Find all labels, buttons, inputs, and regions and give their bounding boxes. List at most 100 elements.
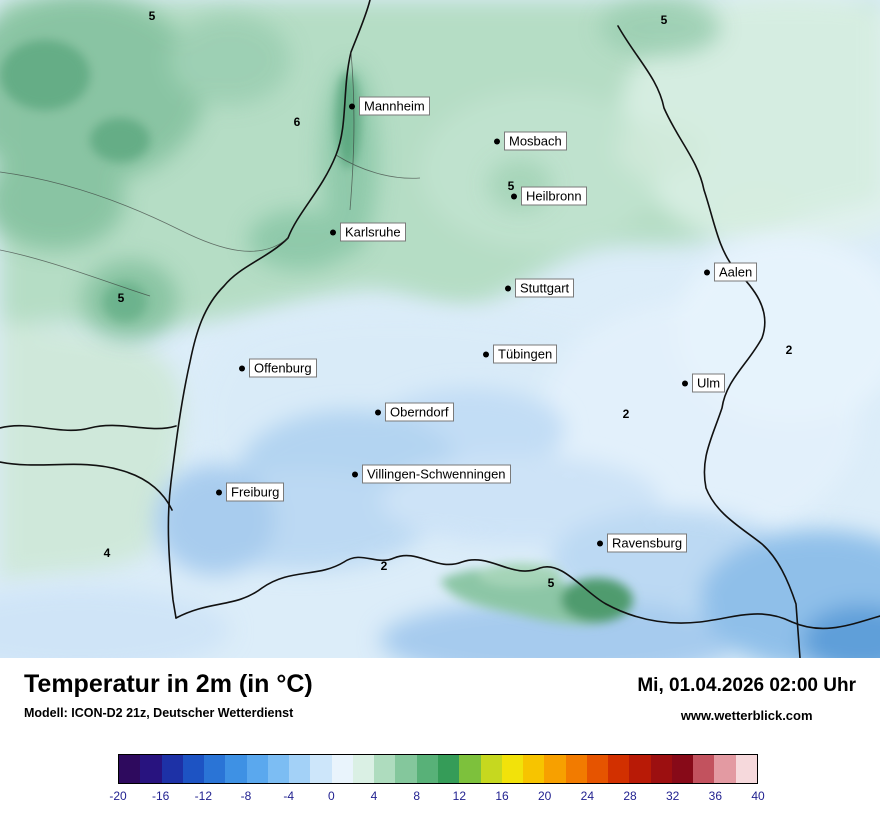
legend-color-segment — [501, 755, 524, 783]
legend-tick-label: 16 — [495, 789, 509, 803]
city-marker-ulm: Ulm — [682, 373, 726, 393]
legend-color-segment — [161, 755, 183, 783]
city-dot-icon — [216, 489, 222, 495]
legend-color-segment — [671, 755, 694, 783]
legend-color-segment — [586, 755, 609, 783]
map-temperature-value: 2 — [785, 343, 793, 357]
legend-tick-label: -16 — [151, 789, 170, 803]
legend-tick-label: -4 — [283, 789, 294, 803]
map-temperature-value: 5 — [660, 13, 668, 27]
city-marker-t-bingen: Tübingen — [483, 344, 558, 364]
legend-color-segment — [693, 755, 715, 783]
map-temperature-value: 2 — [622, 407, 630, 421]
legend-color-segment — [182, 755, 205, 783]
legend-tick-label: 12 — [452, 789, 467, 803]
legend-color-segment — [119, 755, 141, 783]
city-label: Aalen — [714, 262, 758, 282]
temperature-field-graphic — [0, 0, 880, 658]
legend-color-segment — [735, 755, 757, 783]
city-marker-karlsruhe: Karlsruhe — [330, 222, 406, 242]
legend-color-segment — [650, 755, 672, 783]
temperature-legend: -20 -16 -12 -8 -4 0 4 8 12 16 20 24 28 32 36 40 — [109, 754, 765, 805]
city-layer: Mannheim Mosbach Heilbronn Karlsruhe Stuttga… — [216, 96, 758, 553]
city-label: Ravensburg — [607, 533, 688, 553]
city-marker-aalen: Aalen — [704, 262, 758, 282]
legend-color-segment — [608, 755, 630, 783]
city-dot-icon — [597, 540, 603, 546]
legend-color-segment — [140, 755, 162, 783]
city-marker-offenburg: Offenburg — [239, 358, 317, 378]
city-dot-icon — [483, 351, 489, 357]
legend-color-segment — [246, 755, 268, 783]
city-label: Mosbach — [504, 131, 567, 151]
map-temperature-value: 5 — [117, 291, 125, 305]
map-temperature-value: 5 — [547, 576, 555, 590]
legend-tick-label: -8 — [240, 789, 252, 803]
city-label: Villingen-Schwenningen — [362, 464, 511, 484]
legend-color-segment — [395, 755, 417, 783]
city-label: Heilbronn — [521, 186, 587, 206]
legend-color-segment — [480, 755, 502, 783]
city-label: Oberndorf — [385, 402, 454, 422]
legend-color-segment — [374, 755, 396, 783]
legend-tick-label: 4 — [370, 789, 378, 803]
legend-color-segment — [459, 755, 481, 783]
legend-color-segment — [204, 755, 226, 783]
model-info: Modell: ICON-D2 21z, Deutscher Wetterdie… — [24, 706, 294, 720]
legend-color-segment — [629, 755, 651, 783]
legend-tick-label: 24 — [580, 789, 595, 803]
legend-color-segment — [544, 755, 566, 783]
city-label: Offenburg — [249, 358, 317, 378]
city-dot-icon — [505, 285, 511, 291]
city-marker-mannheim: Mannheim — [349, 96, 430, 116]
legend-color-segment — [523, 755, 545, 783]
city-dot-icon — [682, 380, 688, 386]
city-label: Stuttgart — [515, 278, 575, 298]
temp-layer: 5 5 6 5 5 2 2 4 2 5 — [103, 9, 793, 590]
legend-colorbar — [118, 754, 758, 784]
city-marker-mosbach: Mosbach — [494, 131, 567, 151]
legend-color-segment — [225, 755, 247, 783]
map-temperature-value: 2 — [380, 559, 388, 573]
legend-color-segment — [565, 755, 587, 783]
valid-datetime: Mi, 01.04.2026 02:00 Uhr — [637, 675, 856, 696]
legend-color-segment — [352, 755, 375, 783]
legend-tick-label: 32 — [665, 789, 680, 803]
city-marker-stuttgart: Stuttgart — [505, 278, 575, 298]
city-marker-heilbronn: Heilbronn — [511, 186, 587, 206]
legend-tick-label: 36 — [708, 789, 723, 803]
city-label: Karlsruhe — [340, 222, 406, 242]
footer-header: Temperatur in 2m (in °C) Modell: ICON-D2… — [0, 658, 880, 723]
legend-tick-label: 28 — [623, 789, 637, 803]
city-dot-icon — [330, 229, 336, 235]
map-temperature-value: 4 — [103, 546, 111, 560]
city-dot-icon — [704, 269, 710, 275]
city-marker-villingen-schwenningen: Villingen-Schwenningen — [352, 464, 511, 484]
legend-color-segment — [416, 755, 438, 783]
map-temperature-value: 5 — [507, 179, 515, 193]
website-label: www.wetterblick.com — [680, 708, 813, 723]
map-temperature-value: 5 — [148, 9, 156, 23]
city-dot-icon — [349, 103, 355, 109]
legend-color-segment — [714, 755, 736, 783]
city-label: Freiburg — [226, 482, 285, 502]
legend-color-segment — [289, 755, 311, 783]
city-dot-icon — [239, 365, 245, 371]
city-label: Tübingen — [493, 344, 558, 364]
legend-tick-label: 8 — [413, 789, 420, 803]
legend-color-segment — [437, 755, 460, 783]
map-footer: Temperatur in 2m (in °C) Modell: ICON-D2… — [0, 658, 880, 830]
legend-color-segment — [331, 755, 353, 783]
city-marker-freiburg: Freiburg — [216, 482, 285, 502]
city-label: Ulm — [692, 373, 726, 393]
city-marker-ravensburg: Ravensburg — [597, 533, 688, 553]
legend-tick-label: 40 — [751, 789, 765, 803]
legend-tick-label: 20 — [537, 789, 552, 803]
legend-color-segment — [267, 755, 290, 783]
legend-tick-label: -20 — [109, 789, 127, 803]
footer-left: Temperatur in 2m (in °C) Modell: ICON-D2… — [24, 670, 313, 720]
legend-color-segment — [310, 755, 332, 783]
legend-tick-label: 0 — [327, 789, 335, 803]
legend-tick-label: -12 — [194, 789, 212, 803]
